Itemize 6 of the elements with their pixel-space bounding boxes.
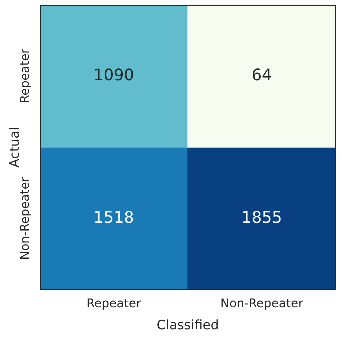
x-axis-title: Classified (156, 318, 220, 334)
data-label: 1518 (94, 208, 134, 227)
data-label: 1090 (94, 65, 134, 84)
data-label: 64 (252, 65, 272, 84)
data-label: 1855 (242, 208, 282, 227)
y-axis-title: Actual (8, 127, 24, 168)
